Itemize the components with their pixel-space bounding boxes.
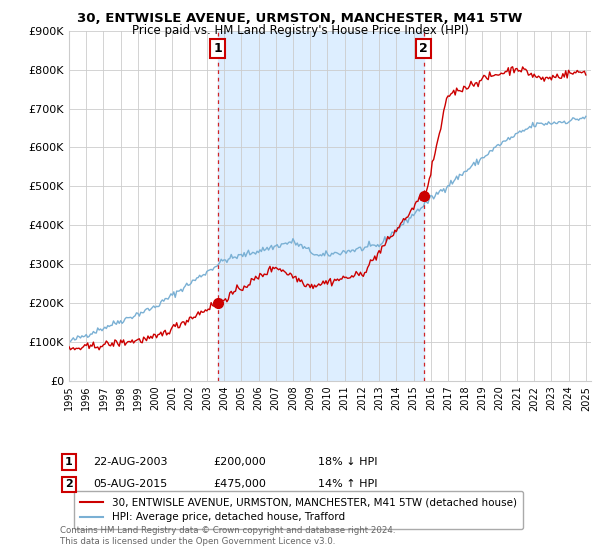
Text: 1: 1 [214,42,222,55]
Text: 22-AUG-2003: 22-AUG-2003 [93,457,167,467]
Bar [218,31,424,381]
Text: Contains HM Land Registry data © Crown copyright and database right 2024.
This d: Contains HM Land Registry data © Crown c… [60,526,395,546]
Text: £475,000: £475,000 [213,479,266,489]
Text: £200,000: £200,000 [213,457,266,467]
Text: 2: 2 [419,42,428,55]
Text: 1: 1 [65,457,73,467]
Text: 05-AUG-2015: 05-AUG-2015 [93,479,167,489]
Text: 30, ENTWISLE AVENUE, URMSTON, MANCHESTER, M41 5TW: 30, ENTWISLE AVENUE, URMSTON, MANCHESTER… [77,12,523,25]
Text: 2: 2 [65,479,73,489]
Text: Price paid vs. HM Land Registry's House Price Index (HPI): Price paid vs. HM Land Registry's House … [131,24,469,36]
Legend: 30, ENTWISLE AVENUE, URMSTON, MANCHESTER, M41 5TW (detached house), HPI: Average: 30, ENTWISLE AVENUE, URMSTON, MANCHESTER… [74,491,523,529]
Text: 14% ↑ HPI: 14% ↑ HPI [318,479,377,489]
Text: 18% ↓ HPI: 18% ↓ HPI [318,457,377,467]
